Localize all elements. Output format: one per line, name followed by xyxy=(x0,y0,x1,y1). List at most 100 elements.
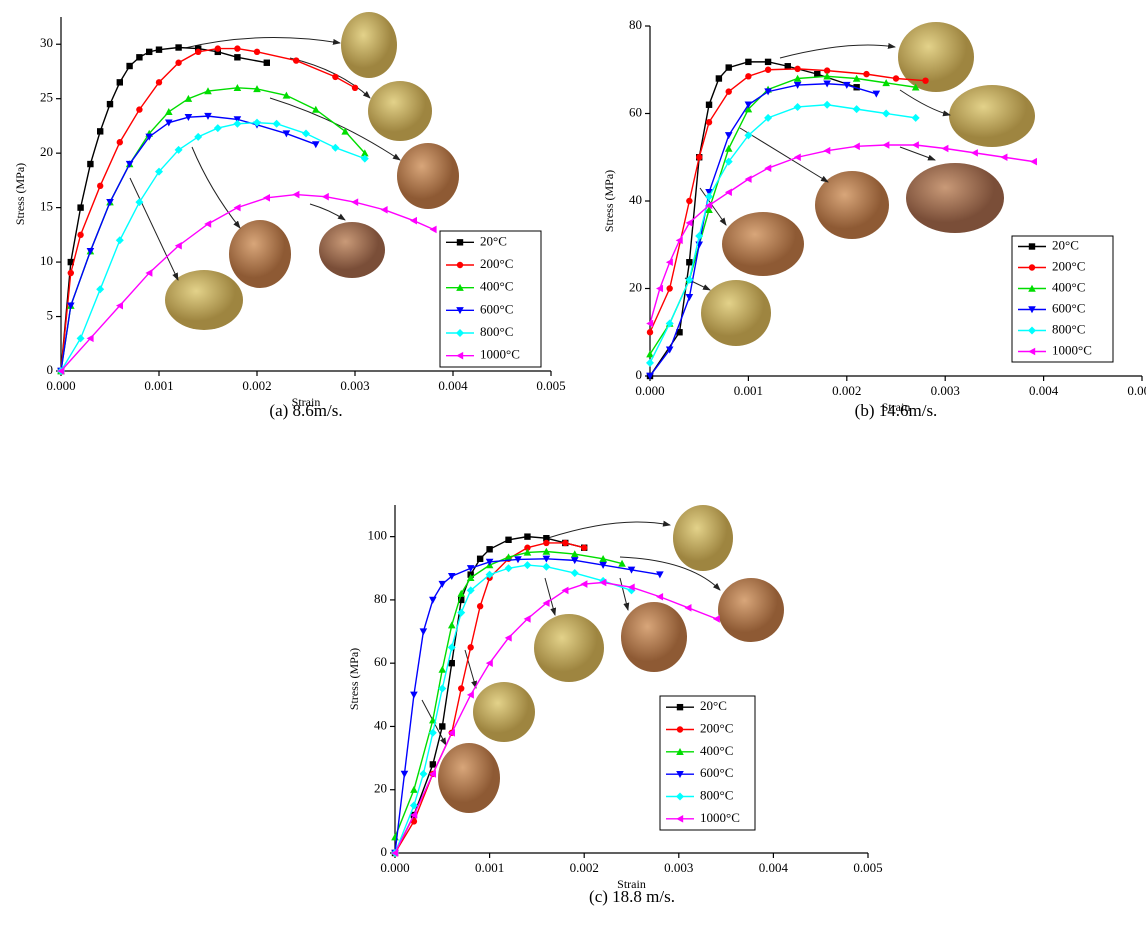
marker xyxy=(764,164,771,172)
marker xyxy=(410,786,418,793)
legend-label: 600°C xyxy=(480,301,513,316)
x-tick-label: 0.002 xyxy=(832,383,861,398)
figure: 0.0000.0010.0020.0030.0040.0050510152025… xyxy=(0,0,1146,929)
y-axis-label: Stress (MPa) xyxy=(347,648,361,710)
marker xyxy=(302,130,310,138)
y-tick-label: 40 xyxy=(374,717,387,732)
y-tick-label: 60 xyxy=(629,104,642,119)
marker xyxy=(156,46,162,52)
marker xyxy=(765,59,771,65)
legend: 20°C200°C400°C600°C800°C1000°C xyxy=(660,696,755,830)
x-tick-label: 0.005 xyxy=(853,860,882,875)
y-tick-label: 80 xyxy=(629,17,642,32)
marker xyxy=(706,102,712,108)
marker xyxy=(439,723,445,729)
marker xyxy=(677,726,683,732)
legend-label: 20°C xyxy=(700,698,727,713)
marker xyxy=(873,91,881,98)
marker xyxy=(96,285,104,293)
marker xyxy=(352,85,358,91)
y-tick-label: 30 xyxy=(40,35,53,50)
marker xyxy=(136,106,142,112)
marker xyxy=(351,198,358,206)
marker xyxy=(234,54,240,60)
marker xyxy=(264,60,270,66)
marker xyxy=(116,236,124,244)
x-tick-label: 0.004 xyxy=(759,860,789,875)
marker xyxy=(686,259,692,265)
marker xyxy=(542,563,550,571)
marker xyxy=(77,204,83,210)
marker xyxy=(666,285,672,291)
marker xyxy=(477,603,483,609)
series-line xyxy=(61,47,267,371)
marker xyxy=(87,161,93,167)
legend-label: 400°C xyxy=(700,743,733,758)
marker xyxy=(686,294,694,301)
marker xyxy=(706,119,712,125)
legend-label: 200°C xyxy=(480,256,513,271)
legend-label: 20°C xyxy=(1052,237,1079,252)
marker xyxy=(486,546,492,552)
legend-label: 1000°C xyxy=(700,810,740,825)
marker xyxy=(136,54,142,60)
marker xyxy=(430,761,436,767)
y-tick-label: 5 xyxy=(47,308,54,323)
marker xyxy=(505,564,513,572)
marker xyxy=(146,49,152,55)
marker xyxy=(429,597,437,604)
marker xyxy=(686,219,693,227)
marker xyxy=(292,191,299,199)
legend-label: 400°C xyxy=(480,279,513,294)
x-tick-label: 0.003 xyxy=(664,860,693,875)
marker xyxy=(725,145,733,152)
marker xyxy=(523,561,531,569)
marker xyxy=(477,556,483,562)
chart-panel: 0.0000.0010.0020.0030.0040.0050204060801… xyxy=(347,505,883,906)
y-tick-label: 15 xyxy=(40,199,53,214)
y-tick-label: 20 xyxy=(629,279,642,294)
marker xyxy=(696,154,702,160)
legend-label: 1000°C xyxy=(480,347,520,362)
marker xyxy=(912,141,919,149)
marker xyxy=(293,57,299,63)
marker xyxy=(853,105,861,113)
marker xyxy=(195,49,201,55)
y-tick-label: 0 xyxy=(47,362,54,377)
marker xyxy=(419,770,427,778)
marker xyxy=(765,67,771,73)
y-tick-label: 40 xyxy=(629,192,642,207)
marker xyxy=(165,108,173,115)
y-tick-label: 80 xyxy=(374,591,387,606)
marker xyxy=(726,64,732,70)
marker xyxy=(656,593,663,601)
marker xyxy=(745,59,751,65)
marker xyxy=(97,128,103,134)
legend-label: 1000°C xyxy=(1052,342,1092,357)
marker xyxy=(794,66,800,72)
marker xyxy=(580,580,587,588)
marker xyxy=(726,88,732,94)
chart-panel: 0.0000.0010.0020.0030.0040.0050510152025… xyxy=(13,17,566,420)
marker xyxy=(745,73,751,79)
x-tick-label: 0.003 xyxy=(931,383,960,398)
marker xyxy=(312,141,320,148)
marker xyxy=(449,660,455,666)
marker xyxy=(524,533,530,539)
marker xyxy=(725,132,733,139)
marker xyxy=(941,145,948,153)
caption: (c) 18.8 m/s. xyxy=(589,887,675,906)
marker xyxy=(439,581,447,588)
marker xyxy=(263,194,270,202)
marker xyxy=(156,79,162,85)
legend-label: 600°C xyxy=(1052,300,1085,315)
marker xyxy=(68,270,74,276)
x-tick-label: 0.000 xyxy=(380,860,409,875)
marker xyxy=(233,120,241,128)
marker xyxy=(571,569,579,577)
marker xyxy=(794,153,801,161)
marker xyxy=(686,198,692,204)
y-tick-label: 0 xyxy=(636,367,643,382)
x-tick-label: 0.001 xyxy=(734,383,763,398)
